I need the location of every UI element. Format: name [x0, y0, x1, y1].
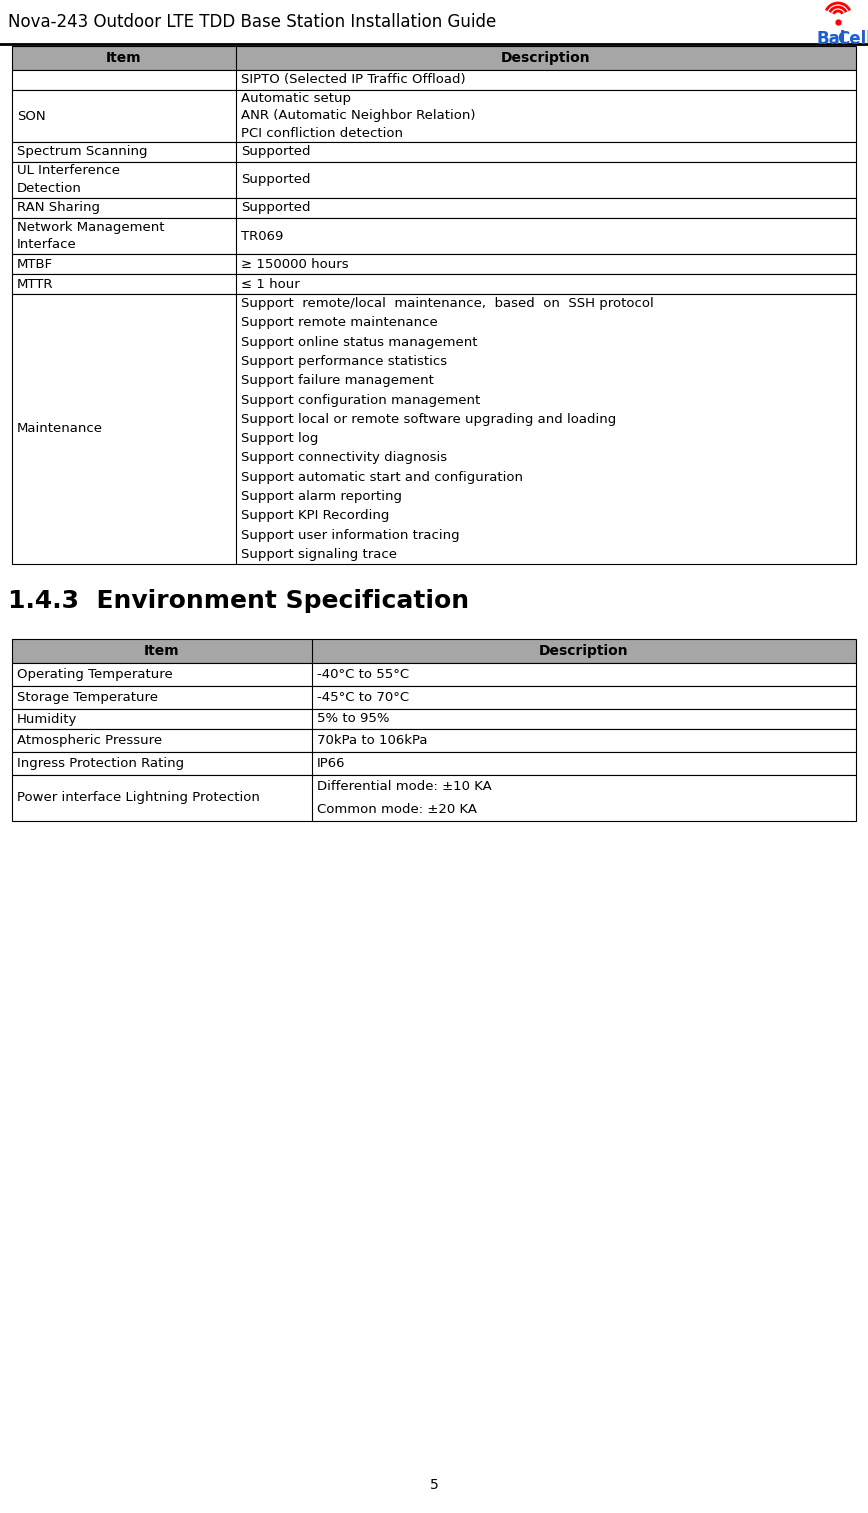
Text: Support local or remote software upgrading and loading: Support local or remote software upgradi… — [240, 413, 616, 425]
Text: Atmospheric Pressure: Atmospheric Pressure — [17, 734, 162, 747]
Text: Support user information tracing: Support user information tracing — [240, 528, 459, 542]
Text: Detection: Detection — [17, 183, 82, 195]
Text: Storage Temperature: Storage Temperature — [17, 691, 158, 704]
Text: RAN Sharing: RAN Sharing — [17, 201, 100, 215]
Text: Item: Item — [144, 645, 180, 658]
Bar — [12, 162, 856, 198]
Text: Support alarm reporting: Support alarm reporting — [240, 490, 402, 502]
Text: Maintenance: Maintenance — [17, 422, 103, 436]
Text: SIPTO (Selected IP Traffic Offload): SIPTO (Selected IP Traffic Offload) — [240, 74, 465, 86]
Text: ≤ 1 hour: ≤ 1 hour — [240, 277, 299, 290]
Text: Common mode: ±20 KA: Common mode: ±20 KA — [317, 803, 477, 816]
Text: Support connectivity diagnosis: Support connectivity diagnosis — [240, 451, 447, 464]
Text: Supported: Supported — [240, 145, 310, 159]
Text: 5: 5 — [430, 1478, 438, 1492]
Text: TR069: TR069 — [240, 230, 283, 242]
Text: Cells: Cells — [837, 30, 868, 48]
Text: MTBF: MTBF — [17, 257, 53, 271]
Bar — [12, 729, 856, 752]
Text: Humidity: Humidity — [17, 713, 77, 726]
Bar — [12, 663, 856, 685]
Text: Spectrum Scanning: Spectrum Scanning — [17, 145, 148, 159]
Text: ANR (Automatic Neighbor Relation): ANR (Automatic Neighbor Relation) — [240, 109, 475, 123]
Text: IP66: IP66 — [317, 756, 345, 770]
Text: Bai: Bai — [816, 30, 845, 48]
Text: -45°C to 70°C: -45°C to 70°C — [317, 691, 409, 704]
Text: Support signaling trace: Support signaling trace — [240, 548, 397, 561]
Bar — [12, 142, 856, 162]
Bar — [12, 89, 856, 142]
Text: Power interface Lightning Protection: Power interface Lightning Protection — [17, 791, 260, 805]
Text: Supported: Supported — [240, 174, 310, 186]
Bar — [12, 294, 856, 564]
Text: Description: Description — [501, 51, 590, 65]
Text: Nova-243 Outdoor LTE TDD Base Station Installation Guide: Nova-243 Outdoor LTE TDD Base Station In… — [8, 14, 496, 30]
Text: UL Interference: UL Interference — [17, 165, 120, 177]
Text: Description: Description — [539, 645, 628, 658]
Text: Support automatic start and configuration: Support automatic start and configuratio… — [240, 471, 523, 484]
Text: PCI confliction detection: PCI confliction detection — [240, 127, 403, 139]
Bar — [12, 254, 856, 274]
Text: Support configuration management: Support configuration management — [240, 393, 480, 407]
Text: SON: SON — [17, 109, 46, 123]
Text: Support  remote/local  maintenance,  based  on  SSH protocol: Support remote/local maintenance, based … — [240, 297, 654, 310]
Bar — [12, 775, 856, 822]
Text: Interface: Interface — [17, 239, 76, 251]
Text: Support failure management: Support failure management — [240, 374, 433, 387]
Text: -40°C to 55°C: -40°C to 55°C — [317, 669, 409, 681]
Text: Operating Temperature: Operating Temperature — [17, 669, 173, 681]
Text: Support log: Support log — [240, 433, 318, 445]
Text: MTTR: MTTR — [17, 277, 54, 290]
Text: Support remote maintenance: Support remote maintenance — [240, 316, 437, 330]
Bar — [12, 218, 856, 254]
Bar — [12, 685, 856, 710]
Bar — [12, 710, 856, 729]
Text: Support KPI Recording: Support KPI Recording — [240, 510, 389, 522]
Text: Support performance statistics: Support performance statistics — [240, 356, 447, 368]
Bar — [12, 45, 856, 70]
Text: Supported: Supported — [240, 201, 310, 215]
Bar — [12, 752, 856, 775]
Bar — [12, 274, 856, 294]
Text: Automatic setup: Automatic setup — [240, 92, 351, 106]
Text: 70kPa to 106kPa: 70kPa to 106kPa — [317, 734, 427, 747]
Text: 1.4.3  Environment Specification: 1.4.3 Environment Specification — [8, 589, 469, 613]
Bar — [12, 198, 856, 218]
Text: Support online status management: Support online status management — [240, 336, 477, 348]
Text: Network Management: Network Management — [17, 221, 165, 233]
Text: Item: Item — [106, 51, 141, 65]
Text: Ingress Protection Rating: Ingress Protection Rating — [17, 756, 184, 770]
Bar — [12, 638, 856, 663]
Text: Differential mode: ±10 KA: Differential mode: ±10 KA — [317, 781, 491, 793]
Bar — [12, 70, 856, 89]
Text: 5% to 95%: 5% to 95% — [317, 713, 389, 726]
Text: ≥ 150000 hours: ≥ 150000 hours — [240, 257, 348, 271]
